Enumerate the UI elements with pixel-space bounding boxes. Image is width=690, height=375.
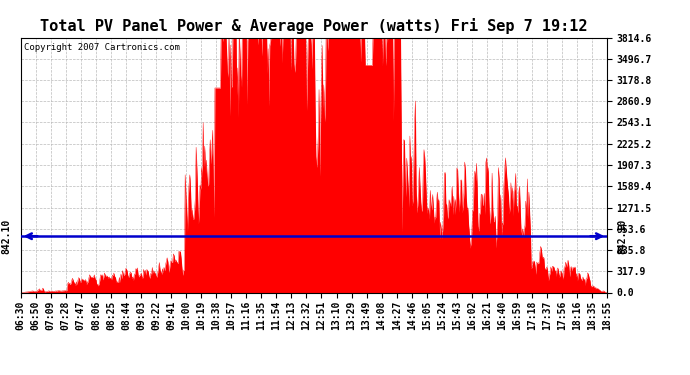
Text: 842.10: 842.10 <box>617 219 627 254</box>
Title: Total PV Panel Power & Average Power (watts) Fri Sep 7 19:12: Total PV Panel Power & Average Power (wa… <box>40 18 588 33</box>
Text: 842.10: 842.10 <box>1 219 12 254</box>
Text: Copyright 2007 Cartronics.com: Copyright 2007 Cartronics.com <box>23 43 179 52</box>
